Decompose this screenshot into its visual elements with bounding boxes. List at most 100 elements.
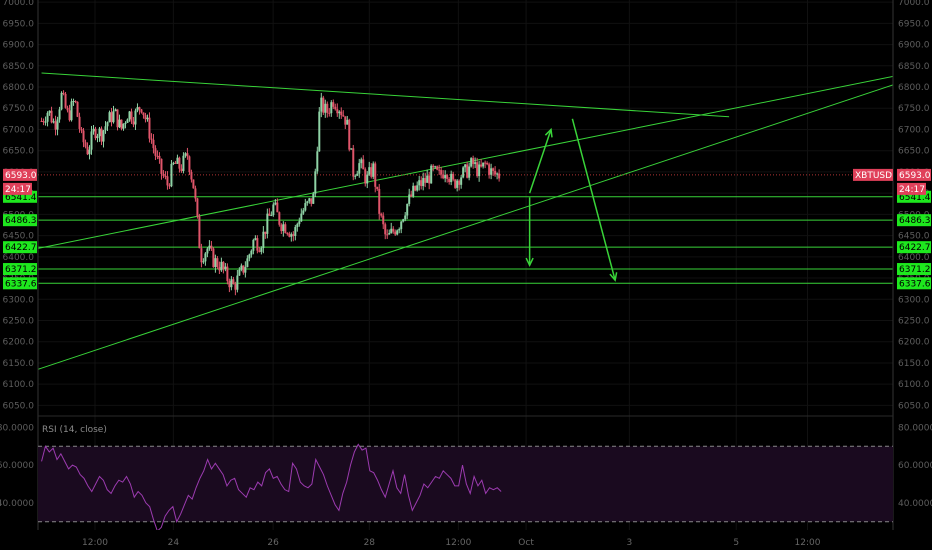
candle-body: [438, 169, 441, 171]
price-tick-left: 6800.0: [3, 83, 35, 93]
candle-body: [470, 158, 473, 167]
candle-body: [144, 115, 147, 120]
candle-body: [176, 157, 179, 164]
candle-body: [404, 215, 407, 220]
candle-body: [154, 148, 157, 156]
price-tick-left: 6100.0: [3, 380, 35, 390]
candle-body: [478, 164, 481, 177]
candle-body: [206, 248, 209, 254]
price-tick-left: 6850.0: [3, 62, 35, 72]
candle-body: [94, 128, 97, 139]
candle-body: [74, 101, 77, 103]
candle-body: [132, 121, 135, 125]
candle-body: [102, 130, 105, 142]
rsi-tick-left: 80.0000: [0, 423, 34, 433]
price-tick-right: 6200.0: [898, 338, 930, 348]
candle-body: [136, 107, 139, 111]
candle-body: [164, 175, 167, 177]
arrow-head: [544, 127, 553, 138]
candle-body: [330, 102, 333, 114]
candle-body: [104, 126, 107, 131]
candle-body: [264, 231, 267, 234]
level-tag-right: 6541.4: [899, 193, 931, 203]
candle-body: [324, 103, 327, 113]
rsi-label[interactable]: RSI (14, close): [42, 425, 107, 435]
candle-body: [70, 101, 73, 121]
time-tick: 3: [627, 538, 633, 548]
candle-body: [462, 167, 465, 178]
candle-body: [122, 123, 125, 129]
candle-body: [124, 122, 127, 124]
price-tick-right: 6050.0: [898, 401, 930, 411]
candle-body: [312, 193, 315, 204]
candle-body: [178, 157, 181, 169]
candle-body: [92, 128, 95, 132]
candle-body: [290, 234, 293, 237]
candle-body: [224, 266, 227, 270]
candle-body: [84, 142, 87, 147]
price-tick-right: 6650.0: [898, 147, 930, 157]
level-tag-right-bg: [897, 277, 931, 290]
candle-body: [190, 172, 193, 180]
candle-body: [472, 158, 475, 164]
candle-body: [440, 170, 443, 175]
candle-body: [44, 121, 47, 123]
time-axis-bg: [0, 530, 932, 550]
trendline[interactable]: [37, 75, 894, 249]
candle-body: [216, 258, 219, 268]
candle-body: [372, 163, 375, 177]
price-tick-left: 6750.0: [3, 104, 35, 114]
candle-body: [118, 119, 121, 128]
symbol-tag: XBTUSD: [855, 171, 892, 181]
candle-body: [60, 92, 63, 110]
price-tick-right: 6400.0: [898, 253, 930, 263]
price-tick-right: 6750.0: [898, 104, 930, 114]
candle-body: [218, 267, 221, 271]
arrow-shaft[interactable]: [571, 118, 616, 281]
candle-body: [488, 164, 491, 175]
candle-body: [374, 163, 377, 187]
candle-body: [80, 128, 83, 131]
candle-body: [106, 122, 109, 127]
candle-body: [184, 153, 187, 156]
candle-body: [148, 117, 151, 139]
candle-body: [458, 180, 461, 185]
trendlines: [37, 72, 894, 370]
candle-body: [66, 107, 69, 111]
rsi-tick-right: 80.0000: [898, 423, 932, 433]
candle-body: [410, 194, 413, 197]
candle-body: [304, 203, 307, 211]
time-axis[interactable]: 12:00 24 26 28 12:00 Oct 3 5 12:00: [0, 530, 932, 550]
candle-body: [476, 162, 479, 177]
candle-body: [210, 245, 213, 249]
candle-body: [62, 92, 65, 94]
candle-body: [420, 180, 423, 187]
candle-body: [150, 138, 153, 140]
level-tag-left: 6337.6: [5, 279, 37, 289]
level-tag-right: 6422.7: [899, 243, 931, 253]
last-price-tag-left-bg: [3, 168, 37, 181]
candle-body: [192, 179, 195, 189]
candle-body: [194, 188, 197, 199]
candle-body: [140, 109, 143, 113]
candle-body: [370, 167, 373, 177]
candle-body: [54, 121, 57, 130]
candle-body: [156, 155, 159, 157]
candle-body: [214, 258, 217, 267]
arrow-shaft[interactable]: [528, 129, 552, 194]
price-tick-left: 6200.0: [3, 338, 35, 348]
candle-body: [172, 162, 175, 164]
level-tag-left: 6422.7: [5, 243, 37, 253]
candle-body: [52, 121, 55, 123]
candle-body: [134, 110, 137, 125]
candle-body: [50, 110, 53, 123]
candle-body: [220, 261, 223, 271]
price-tick-right: 6250.0: [898, 316, 930, 326]
candle-body: [152, 139, 155, 149]
trendline[interactable]: [37, 84, 894, 370]
rsi-tick-right: 60.0000: [898, 461, 932, 471]
candle-body: [388, 233, 391, 235]
candle-body: [424, 178, 427, 183]
trendline[interactable]: [41, 72, 730, 118]
